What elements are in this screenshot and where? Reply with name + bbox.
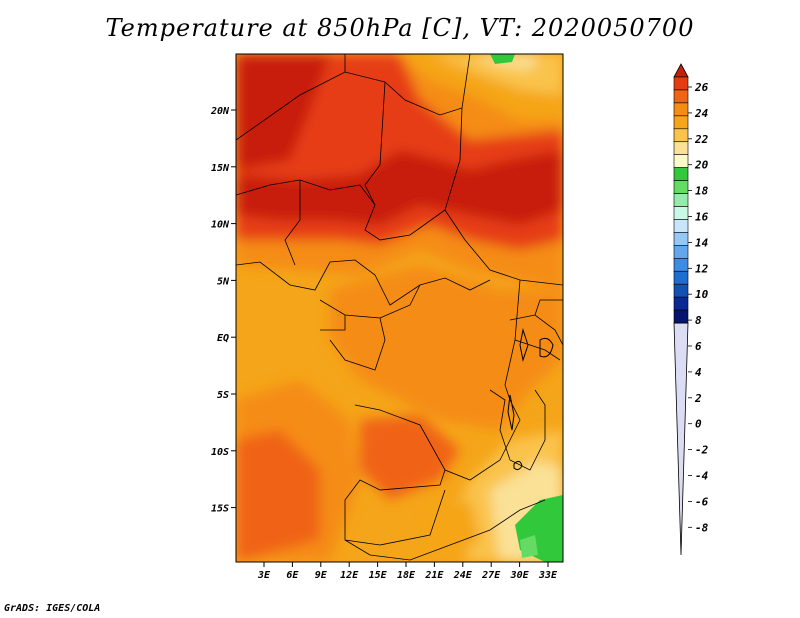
colorbar-label: -6 — [695, 495, 709, 508]
temperature-field — [236, 54, 563, 562]
lon-tick-label: 18E — [397, 570, 416, 581]
colorbar-box — [673, 219, 689, 233]
colorbar-box — [673, 180, 689, 194]
colorbar-label: -4 — [695, 470, 709, 483]
colorbar-label: 26 — [694, 81, 709, 94]
lat-tick-label: 10S — [211, 447, 229, 458]
lon-tick-label: 9E — [315, 570, 328, 581]
colorbar-box — [673, 309, 689, 324]
lon-tick-label: 24E — [453, 570, 473, 581]
colorbar-bottom-arrow — [673, 322, 689, 556]
lon-tick-label: 33E — [538, 570, 558, 581]
colorbar-box — [673, 270, 689, 285]
colorbar-box — [673, 167, 689, 181]
colorbar-label: 14 — [695, 236, 709, 249]
lat-tick-label: 5S — [217, 390, 229, 401]
colorbar-label: 16 — [695, 211, 709, 224]
colorbar-box — [673, 102, 689, 117]
colorbar-label: 6 — [695, 340, 702, 353]
colorbar-box — [673, 115, 689, 130]
colorbar-label: 2 — [694, 392, 702, 405]
colorbar-label: -2 — [695, 444, 709, 457]
lat-tick-label: 20N — [210, 106, 230, 117]
lat-tick-label: EQ — [217, 333, 229, 344]
lat-tick-label: 15S — [211, 504, 229, 515]
colorbar-box — [673, 154, 689, 168]
grads-credit: GrADS: IGES/COLA — [4, 603, 101, 614]
colorbar-label: 10 — [695, 288, 709, 301]
colorbar-box — [673, 283, 689, 298]
colorbar-box — [673, 257, 689, 272]
lat-tick-label: 5N — [217, 276, 230, 287]
latitude-axis: 20N 15N 10N 5N EQ 5S 10S 15S — [210, 106, 236, 515]
colorbar-box — [673, 141, 689, 155]
colorbar-label: 0 — [695, 418, 702, 431]
colorbar-label: 4 — [695, 366, 702, 379]
colorbar-box — [673, 206, 689, 220]
colorbar-box — [673, 193, 689, 207]
colorbar-label: 8 — [695, 314, 702, 327]
country-boundaries — [236, 54, 563, 561]
colorbar-label: 18 — [695, 185, 709, 198]
map-frame — [235, 53, 564, 563]
colorbar-box — [673, 296, 689, 311]
colorbar-label: 22 — [694, 133, 709, 146]
lon-tick-label: 21E — [424, 570, 444, 581]
lat-tick-label: 10N — [211, 220, 230, 231]
lat-tick-label: 15N — [211, 163, 230, 174]
lon-tick-label: 6E — [286, 570, 299, 581]
colorbar-box — [673, 128, 689, 143]
lakes — [507, 328, 554, 471]
colorbar-label: 12 — [695, 262, 709, 275]
lon-tick-label: 30E — [510, 570, 530, 581]
colorbar-box — [673, 245, 689, 259]
longitude-axis: 3E 6E 9E 12E 15E 18E 21E 24E 27E 30E 33E — [257, 562, 558, 581]
chart-title: Temperature at 850hPa [C], VT: 202005070… — [105, 14, 695, 42]
colorbar-box — [673, 232, 689, 246]
colorbar-label: 24 — [694, 107, 709, 120]
colorbar-label: 20 — [694, 159, 709, 172]
colorbar-box — [673, 76, 689, 91]
lon-tick-label: 27E — [481, 570, 501, 581]
colorbar-box — [673, 89, 689, 104]
colorbar-label: -8 — [695, 521, 709, 534]
lon-tick-label: 12E — [340, 570, 359, 581]
colorbar-top-arrow — [673, 63, 689, 78]
lon-tick-label: 3E — [257, 570, 271, 581]
lon-tick-label: 15E — [369, 570, 388, 581]
